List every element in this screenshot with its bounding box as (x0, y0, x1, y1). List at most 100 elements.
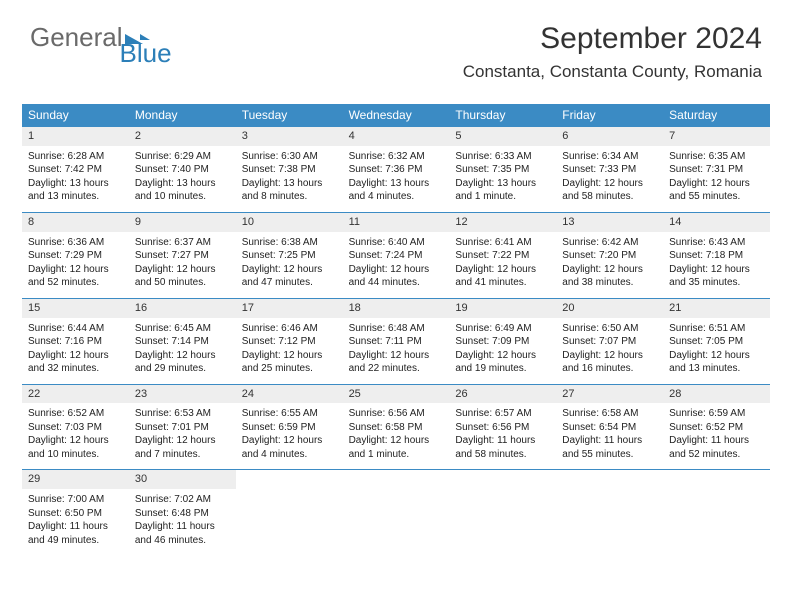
daylight-line: Daylight: 13 hours and 1 minute. (455, 177, 550, 204)
sunset-line: Sunset: 7:29 PM (28, 249, 123, 263)
calendar-empty (449, 469, 556, 555)
day-number: 15 (22, 298, 129, 318)
day-number: 30 (129, 469, 236, 489)
day-content: Sunrise: 6:41 AMSunset: 7:22 PMDaylight:… (449, 232, 556, 298)
sunrise-line: Sunrise: 6:32 AM (349, 150, 444, 164)
daylight-line: Daylight: 12 hours and 19 minutes. (455, 349, 550, 376)
calendar-day: 22Sunrise: 6:52 AMSunset: 7:03 PMDayligh… (22, 384, 129, 470)
sunrise-line: Sunrise: 7:00 AM (28, 493, 123, 507)
daylight-line: Daylight: 12 hours and 41 minutes. (455, 263, 550, 290)
sunset-line: Sunset: 7:05 PM (669, 335, 764, 349)
sunrise-line: Sunrise: 6:36 AM (28, 236, 123, 250)
day-content (663, 489, 770, 551)
sunset-line: Sunset: 7:25 PM (242, 249, 337, 263)
calendar-day: 9Sunrise: 6:37 AMSunset: 7:27 PMDaylight… (129, 212, 236, 298)
sunrise-line: Sunrise: 6:59 AM (669, 407, 764, 421)
day-content: Sunrise: 6:48 AMSunset: 7:11 PMDaylight:… (343, 318, 450, 384)
sunset-line: Sunset: 7:31 PM (669, 163, 764, 177)
calendar-empty (663, 469, 770, 555)
day-content (556, 489, 663, 551)
day-number (556, 469, 663, 489)
sunset-line: Sunset: 7:09 PM (455, 335, 550, 349)
weekday-header: Thursday (449, 104, 556, 126)
calendar-empty (556, 469, 663, 555)
day-content: Sunrise: 6:30 AMSunset: 7:38 PMDaylight:… (236, 146, 343, 212)
day-content: Sunrise: 6:36 AMSunset: 7:29 PMDaylight:… (22, 232, 129, 298)
sunrise-line: Sunrise: 6:38 AM (242, 236, 337, 250)
sunset-line: Sunset: 6:59 PM (242, 421, 337, 435)
sunset-line: Sunset: 6:52 PM (669, 421, 764, 435)
day-number: 25 (343, 384, 450, 404)
sunset-line: Sunset: 7:11 PM (349, 335, 444, 349)
daylight-line: Daylight: 12 hours and 29 minutes. (135, 349, 230, 376)
weekday-header: Saturday (663, 104, 770, 126)
calendar-day: 4Sunrise: 6:32 AMSunset: 7:36 PMDaylight… (343, 126, 450, 212)
calendar-day: 3Sunrise: 6:30 AMSunset: 7:38 PMDaylight… (236, 126, 343, 212)
sunset-line: Sunset: 7:16 PM (28, 335, 123, 349)
calendar-grid: SundayMondayTuesdayWednesdayThursdayFrid… (22, 104, 770, 555)
calendar-day: 12Sunrise: 6:41 AMSunset: 7:22 PMDayligh… (449, 212, 556, 298)
day-number (343, 469, 450, 489)
day-number: 29 (22, 469, 129, 489)
day-number: 14 (663, 212, 770, 232)
daylight-line: Daylight: 12 hours and 13 minutes. (669, 349, 764, 376)
calendar-day: 14Sunrise: 6:43 AMSunset: 7:18 PMDayligh… (663, 212, 770, 298)
day-content: Sunrise: 6:34 AMSunset: 7:33 PMDaylight:… (556, 146, 663, 212)
day-content (236, 489, 343, 551)
page-title: September 2024 (463, 22, 762, 56)
daylight-line: Daylight: 12 hours and 50 minutes. (135, 263, 230, 290)
daylight-line: Daylight: 12 hours and 16 minutes. (562, 349, 657, 376)
day-content: Sunrise: 6:59 AMSunset: 6:52 PMDaylight:… (663, 403, 770, 469)
day-content: Sunrise: 6:40 AMSunset: 7:24 PMDaylight:… (343, 232, 450, 298)
logo: General Blue (30, 22, 202, 53)
day-number: 2 (129, 126, 236, 146)
day-content (449, 489, 556, 551)
daylight-line: Daylight: 11 hours and 46 minutes. (135, 520, 230, 547)
day-content: Sunrise: 6:33 AMSunset: 7:35 PMDaylight:… (449, 146, 556, 212)
sunrise-line: Sunrise: 6:46 AM (242, 322, 337, 336)
sunrise-line: Sunrise: 6:33 AM (455, 150, 550, 164)
calendar-day: 23Sunrise: 6:53 AMSunset: 7:01 PMDayligh… (129, 384, 236, 470)
day-content: Sunrise: 6:32 AMSunset: 7:36 PMDaylight:… (343, 146, 450, 212)
day-content: Sunrise: 6:58 AMSunset: 6:54 PMDaylight:… (556, 403, 663, 469)
day-content: Sunrise: 6:55 AMSunset: 6:59 PMDaylight:… (236, 403, 343, 469)
sunrise-line: Sunrise: 6:29 AM (135, 150, 230, 164)
day-content: Sunrise: 6:49 AMSunset: 7:09 PMDaylight:… (449, 318, 556, 384)
day-number: 9 (129, 212, 236, 232)
calendar-day: 17Sunrise: 6:46 AMSunset: 7:12 PMDayligh… (236, 298, 343, 384)
sunset-line: Sunset: 7:24 PM (349, 249, 444, 263)
daylight-line: Daylight: 11 hours and 52 minutes. (669, 434, 764, 461)
daylight-line: Daylight: 12 hours and 4 minutes. (242, 434, 337, 461)
sunset-line: Sunset: 7:03 PM (28, 421, 123, 435)
day-content: Sunrise: 6:50 AMSunset: 7:07 PMDaylight:… (556, 318, 663, 384)
sunrise-line: Sunrise: 6:30 AM (242, 150, 337, 164)
calendar-day: 30Sunrise: 7:02 AMSunset: 6:48 PMDayligh… (129, 469, 236, 555)
day-number: 18 (343, 298, 450, 318)
calendar-day: 25Sunrise: 6:56 AMSunset: 6:58 PMDayligh… (343, 384, 450, 470)
daylight-line: Daylight: 12 hours and 25 minutes. (242, 349, 337, 376)
weekday-header: Sunday (22, 104, 129, 126)
sunset-line: Sunset: 6:58 PM (349, 421, 444, 435)
day-content: Sunrise: 6:51 AMSunset: 7:05 PMDaylight:… (663, 318, 770, 384)
day-content: Sunrise: 6:42 AMSunset: 7:20 PMDaylight:… (556, 232, 663, 298)
calendar-day: 18Sunrise: 6:48 AMSunset: 7:11 PMDayligh… (343, 298, 450, 384)
daylight-line: Daylight: 13 hours and 10 minutes. (135, 177, 230, 204)
sunrise-line: Sunrise: 6:43 AM (669, 236, 764, 250)
sunrise-line: Sunrise: 6:34 AM (562, 150, 657, 164)
calendar-day: 8Sunrise: 6:36 AMSunset: 7:29 PMDaylight… (22, 212, 129, 298)
day-content: Sunrise: 6:56 AMSunset: 6:58 PMDaylight:… (343, 403, 450, 469)
day-number (236, 469, 343, 489)
daylight-line: Daylight: 12 hours and 58 minutes. (562, 177, 657, 204)
daylight-line: Daylight: 12 hours and 1 minute. (349, 434, 444, 461)
sunset-line: Sunset: 7:22 PM (455, 249, 550, 263)
calendar-day: 5Sunrise: 6:33 AMSunset: 7:35 PMDaylight… (449, 126, 556, 212)
calendar-day: 15Sunrise: 6:44 AMSunset: 7:16 PMDayligh… (22, 298, 129, 384)
day-content: Sunrise: 6:45 AMSunset: 7:14 PMDaylight:… (129, 318, 236, 384)
weekday-header: Tuesday (236, 104, 343, 126)
daylight-line: Daylight: 12 hours and 47 minutes. (242, 263, 337, 290)
daylight-line: Daylight: 12 hours and 38 minutes. (562, 263, 657, 290)
calendar-day: 20Sunrise: 6:50 AMSunset: 7:07 PMDayligh… (556, 298, 663, 384)
calendar-day: 21Sunrise: 6:51 AMSunset: 7:05 PMDayligh… (663, 298, 770, 384)
sunset-line: Sunset: 6:54 PM (562, 421, 657, 435)
day-number: 8 (22, 212, 129, 232)
